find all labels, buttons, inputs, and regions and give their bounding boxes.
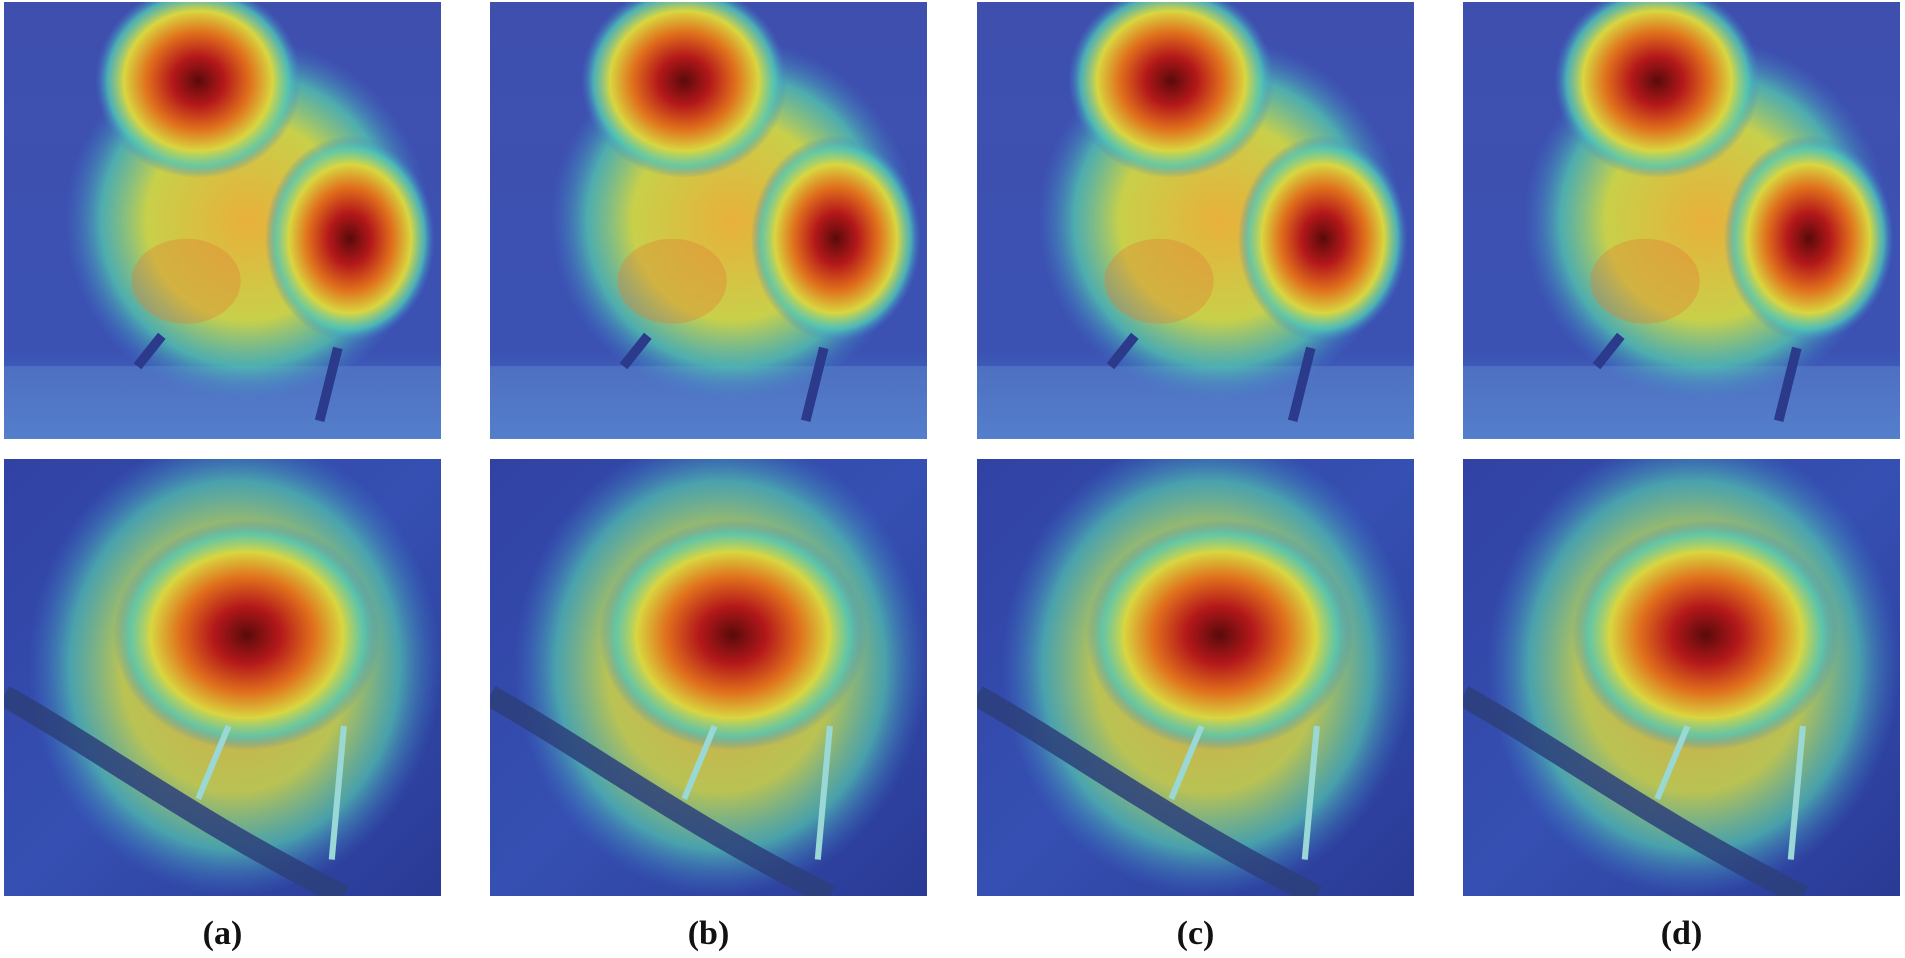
legs	[1654, 724, 1806, 860]
head-heat	[95, 2, 302, 178]
head-heat	[581, 2, 788, 178]
belly	[1590, 238, 1700, 324]
head-heat	[1554, 2, 1761, 178]
legs	[1168, 724, 1320, 860]
heatmap-bottom	[490, 459, 927, 896]
belly	[1104, 238, 1214, 324]
heatmap-top	[4, 2, 441, 439]
wing-heat	[750, 135, 921, 342]
panel-label: (d)	[1661, 915, 1703, 952]
panel-label: (b)	[688, 915, 730, 952]
legs	[195, 724, 347, 860]
wing-heat	[1723, 135, 1894, 342]
branch	[1463, 686, 1808, 896]
wing-heat	[1237, 135, 1408, 342]
heatmap-bottom	[977, 459, 1414, 896]
chest-heat	[1572, 519, 1840, 751]
chest-heat	[599, 519, 867, 751]
branch	[977, 686, 1322, 896]
belly	[131, 238, 241, 324]
heatmap-top	[490, 2, 927, 439]
legs	[619, 332, 829, 422]
heatmap-top	[977, 2, 1414, 439]
head-heat	[1068, 2, 1275, 178]
heatmap-bottom	[1463, 459, 1900, 896]
panel-label: (c)	[1177, 915, 1215, 952]
legs	[133, 332, 343, 422]
wing-heat	[264, 135, 435, 342]
heatmap-top	[1463, 2, 1900, 439]
chest-heat	[113, 519, 381, 751]
branch	[490, 686, 835, 896]
belly	[617, 238, 727, 324]
heatmap-bottom	[4, 459, 441, 896]
chest-heat	[1086, 519, 1354, 751]
branch	[4, 686, 349, 896]
legs	[681, 724, 833, 860]
legs	[1106, 332, 1316, 422]
panel-label: (a)	[203, 915, 243, 952]
legs	[1592, 332, 1802, 422]
